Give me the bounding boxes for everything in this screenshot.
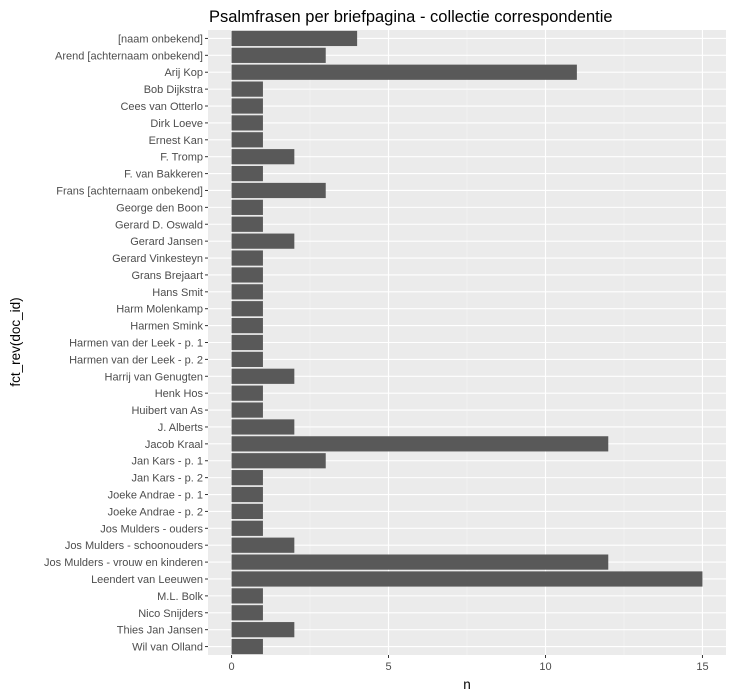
y-tick-label: Frans [achternaam onbekend] [56, 185, 203, 197]
x-tick-label: 5 [385, 661, 391, 673]
y-tick-label: Arij Kop [164, 67, 203, 79]
bar [231, 402, 263, 418]
bar [231, 385, 263, 401]
bar [231, 30, 358, 47]
y-tick-label: Jos Mulders - ouders [100, 523, 203, 535]
y-tick-label: Jacob Kraal [145, 439, 203, 451]
bar [231, 588, 263, 604]
bar [231, 284, 263, 300]
bar [231, 64, 577, 80]
bar [231, 537, 295, 553]
bar [231, 47, 326, 63]
x-axis-title: n [463, 677, 471, 692]
bar [231, 81, 263, 97]
bars [231, 30, 703, 655]
y-tick-label: Harrij van Genugten [105, 371, 203, 383]
bar [231, 149, 295, 165]
bar [231, 351, 263, 367]
bar [231, 250, 263, 266]
y-tick-label: Huibert van As [131, 405, 203, 417]
bar [231, 520, 263, 536]
y-tick-label: Harmen van der Leek - p. 2 [69, 354, 203, 366]
bar [231, 182, 326, 199]
x-axis: 0 5 10 15 [228, 655, 709, 673]
y-tick-label: Hans Smit [152, 287, 203, 299]
y-tick-label: Wil van Olland [132, 642, 203, 654]
bar [231, 233, 295, 249]
bar [231, 453, 326, 469]
bar [231, 98, 263, 114]
bar [231, 334, 263, 351]
y-tick-label: F. Tromp [160, 152, 203, 164]
bar [231, 638, 263, 655]
y-tick-label: Harm Molenkamp [116, 304, 203, 316]
bar [231, 622, 295, 638]
y-tick-label: Ernest Kan [149, 135, 203, 147]
y-tick-label: F. van Bakkeren [124, 169, 203, 181]
y-tick-label: Bob Dijkstra [144, 84, 204, 96]
y-tick-label: J. Alberts [158, 422, 204, 434]
y-tick-label: George den Boon [116, 202, 203, 214]
x-tick-label: 15 [696, 661, 708, 673]
y-tick-label: Jos Mulders - schoonouders [65, 540, 204, 552]
y-tick-label: Gerard Vinkesteyn [112, 253, 203, 265]
bar [231, 436, 609, 452]
bar [231, 115, 263, 131]
y-tick-label: Jan Kars - p. 2 [131, 473, 203, 485]
y-tick-label: Joeke Andrae - p. 2 [108, 506, 203, 518]
y-tick-label: Gerard Jansen [130, 236, 203, 248]
bar [231, 267, 263, 283]
y-tick-label: Jan Kars - p. 1 [131, 456, 203, 468]
bar [231, 165, 263, 182]
bar [231, 503, 263, 520]
bar [231, 419, 295, 435]
y-tick-label: Cees van Otterlo [120, 101, 203, 113]
y-axis-title: fct_rev(doc_id) [8, 297, 23, 386]
bar [231, 199, 263, 215]
y-tick-label: Leendert van Leeuwen [91, 574, 203, 586]
y-axis: [naam onbekend] Arend [achternaam onbeken… [44, 33, 208, 654]
x-tick-label: 10 [539, 661, 551, 673]
y-tick-label: Thies Jan Jansen [117, 625, 203, 637]
bar [231, 368, 295, 384]
y-tick-label: Dirk Loeve [150, 118, 203, 130]
y-tick-label: Harmen Smink [130, 321, 203, 333]
y-tick-label: Gerard D. Oswald [115, 219, 203, 231]
y-tick-label: Grans Brejaart [131, 270, 203, 282]
y-tick-label: M.L. Bolk [157, 591, 203, 603]
bar [231, 571, 703, 587]
x-tick-label: 0 [228, 661, 234, 673]
y-tick-label: [naam onbekend] [118, 33, 203, 45]
bar [231, 486, 263, 503]
y-tick-label: Jos Mulders - vrouw en kinderen [44, 557, 203, 569]
chart-title: Psalmfrasen per briefpagina - collectie … [209, 8, 613, 26]
bar [231, 318, 263, 334]
bar [231, 605, 263, 621]
bar [231, 301, 263, 317]
y-tick-label: Arend [achternaam onbekend] [55, 50, 203, 62]
bar [231, 216, 263, 232]
y-tick-label: Henk Hos [155, 388, 204, 400]
y-tick-label: Harmen van der Leek - p. 1 [69, 338, 203, 350]
bar [231, 554, 609, 570]
y-tick-label: Nico Snijders [138, 608, 203, 620]
y-tick-label: Joeke Andrae - p. 1 [108, 490, 203, 502]
bar [231, 470, 263, 486]
bar [231, 132, 263, 148]
